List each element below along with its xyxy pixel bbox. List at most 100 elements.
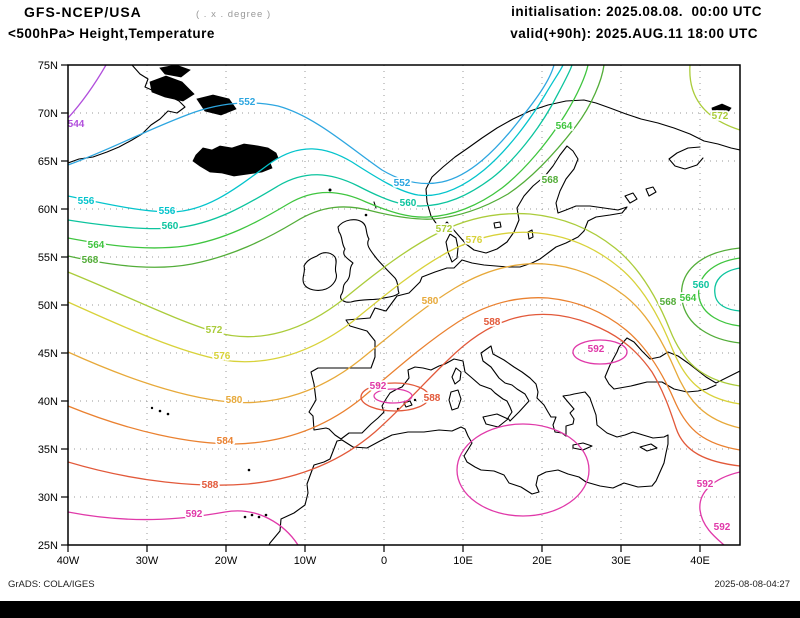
- coastline-ireland: [302, 252, 337, 291]
- grid-lines: [68, 65, 740, 545]
- contour-labels: 5445525525565565605605605645645645685685…: [66, 95, 733, 535]
- canary-3: [257, 515, 261, 519]
- lat-tick-label: 40N: [38, 396, 58, 408]
- contour-label-560: 560: [693, 280, 710, 291]
- coastline-sicily: [482, 413, 509, 428]
- contour-label-560: 560: [400, 198, 417, 209]
- lon-tick-label: 20E: [532, 555, 552, 567]
- minorca: [413, 398, 417, 402]
- canary-4: [264, 513, 268, 517]
- coastline-denmark: [445, 233, 459, 263]
- contour-label-576: 576: [466, 235, 483, 246]
- coastline-black-sea-north: [604, 337, 740, 390]
- contour-label-592: 592: [370, 381, 387, 392]
- contour-line-564: [68, 65, 589, 249]
- lon-tick-label: 40E: [690, 555, 710, 567]
- model-name: GFS-NCEP/USA: [24, 4, 142, 20]
- lat-tick-label: 45N: [38, 348, 58, 360]
- contour-label-592: 592: [697, 479, 714, 490]
- lon-tick-label: 0: [381, 555, 387, 567]
- azores-2: [166, 412, 170, 416]
- contour-label-552: 552: [394, 178, 411, 189]
- lat-tick-label: 55N: [38, 252, 58, 264]
- contour-label-580: 580: [226, 395, 243, 406]
- coastline-west-europe: [308, 259, 463, 440]
- lon-labels: 40W 30W 20W 10W 0 10E 20E 30E 40E: [57, 555, 710, 567]
- contour-line-572: [689, 65, 740, 131]
- contour-label-556: 556: [78, 196, 95, 207]
- coastline-great-britain: [337, 219, 400, 303]
- lon-tick-label: 30W: [136, 555, 159, 567]
- contour-label-588: 588: [202, 480, 219, 491]
- contour-label-592: 592: [714, 522, 731, 533]
- lat-tick-label: 70N: [38, 108, 58, 120]
- lake-vanern: [493, 221, 502, 229]
- contour-line-568: [68, 65, 605, 268]
- faroe-islands: [328, 188, 332, 192]
- coastline-black-sea-south: [613, 381, 717, 393]
- contour-line-588: [68, 313, 740, 486]
- canary-2: [250, 513, 254, 517]
- valid-time-label: valid(+90h): 2025.AUG.11 18:00 UTC: [510, 26, 758, 41]
- coastline-baltic: [439, 145, 628, 268]
- contour-label-544: 544: [68, 119, 85, 130]
- contour-label-592: 592: [186, 509, 203, 520]
- lat-tick-label: 35N: [38, 444, 58, 456]
- lat-tick-label: 60N: [38, 204, 58, 216]
- contour-line-560: [714, 267, 740, 312]
- coastline-mediterranean: [268, 345, 669, 545]
- coastline-white-sea: [668, 146, 704, 170]
- init-time-label: initialisation: 2025.08.08. 00:00 UTC: [511, 4, 762, 19]
- contour-label-560: 560: [162, 221, 179, 232]
- lat-labels: 75N 70N 65N 60N 55N 50N 45N 40N 35N 30N 25N: [38, 60, 58, 552]
- contour-line-584: [68, 297, 740, 451]
- coastline-cyprus: [639, 443, 658, 452]
- contour-label-572: 572: [206, 325, 223, 336]
- contour-line-592: [373, 388, 413, 404]
- coastline-corsica: [451, 367, 462, 385]
- coastline-greenland-east: [149, 75, 195, 102]
- coastline-kanin: [711, 103, 732, 117]
- coastlines: [68, 65, 740, 545]
- lat-tick-label: 65N: [38, 156, 58, 168]
- coastline-norway-barents: [425, 99, 740, 230]
- canary-1: [243, 515, 247, 519]
- contour-line-576: [68, 231, 740, 405]
- contour-line-552: [68, 65, 555, 185]
- contour-label-572: 572: [436, 224, 453, 235]
- creation-timestamp: 2025-08-08-04:27: [714, 579, 790, 590]
- coastline-crete: [572, 442, 593, 451]
- contour-line-592: [456, 423, 590, 517]
- contour-label-572: 572: [712, 111, 729, 122]
- map-svg: 5445525525565565605605605645645645685685…: [38, 60, 741, 567]
- lake-ladoga: [624, 192, 638, 204]
- contour-label-556: 556: [159, 206, 176, 217]
- axis-ticks: [61, 64, 701, 552]
- contour-label-576: 576: [214, 351, 231, 362]
- lake-onega: [645, 186, 657, 197]
- contour-label-564: 564: [680, 293, 697, 304]
- contour-label-568: 568: [82, 255, 99, 266]
- contour-line-556: [68, 65, 564, 213]
- contour-label-568: 568: [542, 175, 559, 186]
- page-title: <500hPa> Height,Temperature: [8, 26, 215, 41]
- grads-credit: GrADS: COLA/IGES: [8, 579, 95, 590]
- contour-label-552: 552: [239, 97, 256, 108]
- madeira: [247, 468, 251, 472]
- contour-line-588: [360, 382, 430, 412]
- lat-tick-label: 25N: [38, 540, 58, 552]
- contour-label-588: 588: [424, 393, 441, 404]
- coastline-gotland: [527, 229, 534, 240]
- contour-label-588: 588: [484, 317, 501, 328]
- lat-tick-label: 75N: [38, 60, 58, 72]
- contour-line-592: [68, 510, 299, 545]
- contour-line-572: [68, 212, 740, 387]
- orkney-islands: [364, 213, 368, 217]
- coastline-greenland-northeast: [196, 94, 237, 116]
- contour-line-592: [699, 471, 740, 545]
- lon-tick-label: 10W: [294, 555, 317, 567]
- lon-tick-label: 40W: [57, 555, 80, 567]
- coastline-greenland-top: [159, 65, 191, 78]
- contour-line-560: [68, 65, 573, 230]
